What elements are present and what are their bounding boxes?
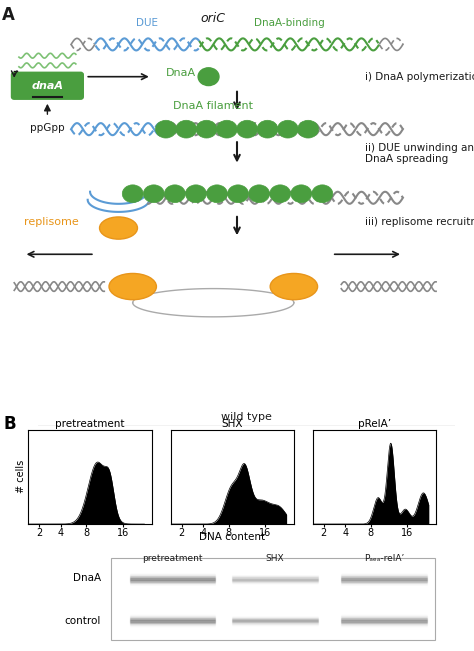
Circle shape	[143, 185, 164, 202]
Circle shape	[122, 185, 143, 202]
Text: DnaA-binding: DnaA-binding	[254, 18, 325, 28]
Circle shape	[185, 185, 206, 202]
Title: pRelA’: pRelA’	[358, 419, 391, 429]
Text: DNA content: DNA content	[199, 532, 265, 542]
Circle shape	[291, 185, 312, 202]
Text: Pₐₑₐ-relA’: Pₐₑₐ-relA’	[364, 553, 404, 562]
Circle shape	[207, 185, 228, 202]
Circle shape	[228, 185, 248, 202]
Text: i) DnaA polymerization: i) DnaA polymerization	[365, 72, 474, 81]
Y-axis label: # cells: # cells	[16, 460, 26, 493]
Text: dnaA: dnaA	[31, 81, 64, 90]
Text: control: control	[64, 616, 101, 626]
Circle shape	[312, 185, 333, 202]
Circle shape	[257, 120, 278, 138]
Circle shape	[198, 68, 219, 85]
Title: SHX: SHX	[221, 419, 243, 429]
Text: oriC: oriC	[201, 12, 226, 25]
Title: pretreatment: pretreatment	[55, 419, 125, 429]
Circle shape	[196, 120, 217, 138]
Text: DnaA: DnaA	[73, 574, 101, 583]
Text: DnaA filament: DnaA filament	[173, 101, 253, 111]
Circle shape	[277, 120, 298, 138]
Text: ppGpp: ppGpp	[30, 123, 65, 133]
Bar	[111, 559, 435, 640]
Circle shape	[155, 120, 176, 138]
Text: wild type: wild type	[221, 411, 272, 422]
Ellipse shape	[270, 273, 318, 299]
Circle shape	[217, 120, 237, 138]
Text: iii) replisome recruitment: iii) replisome recruitment	[365, 217, 474, 227]
Text: replisome: replisome	[24, 217, 79, 227]
Text: pretreatment: pretreatment	[142, 553, 203, 562]
Circle shape	[176, 120, 197, 138]
Circle shape	[270, 185, 291, 202]
Text: B: B	[4, 415, 17, 434]
Circle shape	[249, 185, 270, 202]
Circle shape	[164, 185, 185, 202]
Text: DnaA: DnaA	[166, 68, 196, 77]
Ellipse shape	[109, 273, 156, 299]
Text: A: A	[2, 6, 15, 24]
Ellipse shape	[100, 217, 137, 239]
Text: SHX: SHX	[265, 553, 284, 562]
Text: ii) DUE unwinding and
DnaA spreading: ii) DUE unwinding and DnaA spreading	[365, 143, 474, 164]
Text: DUE: DUE	[136, 18, 158, 28]
Circle shape	[237, 120, 257, 138]
Circle shape	[298, 120, 319, 138]
FancyBboxPatch shape	[12, 73, 83, 99]
